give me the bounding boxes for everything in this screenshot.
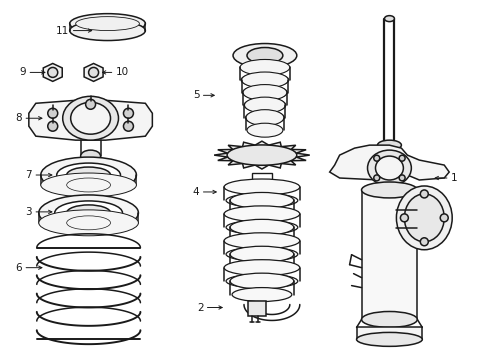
Ellipse shape <box>41 157 136 193</box>
Ellipse shape <box>229 219 293 235</box>
Circle shape <box>123 108 133 118</box>
Ellipse shape <box>224 206 299 222</box>
Ellipse shape <box>69 14 145 33</box>
Ellipse shape <box>361 182 416 198</box>
Ellipse shape <box>367 150 410 186</box>
Circle shape <box>85 99 95 109</box>
Ellipse shape <box>404 194 443 242</box>
Text: 6: 6 <box>16 263 22 273</box>
Ellipse shape <box>225 193 297 207</box>
Ellipse shape <box>225 274 297 288</box>
Ellipse shape <box>229 246 293 262</box>
Text: 5: 5 <box>192 90 199 100</box>
Ellipse shape <box>243 85 286 100</box>
Ellipse shape <box>69 21 145 41</box>
Ellipse shape <box>226 145 296 165</box>
Ellipse shape <box>224 260 299 276</box>
Circle shape <box>88 67 99 77</box>
Ellipse shape <box>246 48 282 63</box>
Ellipse shape <box>225 247 297 261</box>
Polygon shape <box>214 141 309 169</box>
Circle shape <box>373 155 379 161</box>
Ellipse shape <box>225 220 297 234</box>
Ellipse shape <box>229 193 293 208</box>
Circle shape <box>420 238 427 246</box>
Circle shape <box>48 108 58 118</box>
Ellipse shape <box>396 186 451 250</box>
Ellipse shape <box>57 163 120 187</box>
Ellipse shape <box>232 288 291 302</box>
Text: 4: 4 <box>192 187 199 197</box>
Ellipse shape <box>81 150 101 162</box>
Circle shape <box>398 175 404 181</box>
Circle shape <box>439 214 447 222</box>
Ellipse shape <box>361 311 416 328</box>
Ellipse shape <box>224 233 299 249</box>
Ellipse shape <box>244 98 285 112</box>
Circle shape <box>373 175 379 181</box>
Ellipse shape <box>233 44 296 67</box>
Ellipse shape <box>41 173 136 197</box>
Ellipse shape <box>246 123 282 137</box>
Ellipse shape <box>244 97 285 113</box>
Text: 1: 1 <box>450 173 457 183</box>
Text: 2: 2 <box>197 302 203 312</box>
Polygon shape <box>29 100 152 140</box>
Text: 8: 8 <box>16 113 22 123</box>
Ellipse shape <box>240 59 289 75</box>
Ellipse shape <box>229 273 293 289</box>
Ellipse shape <box>39 210 138 236</box>
Polygon shape <box>43 63 62 81</box>
Ellipse shape <box>241 73 288 87</box>
Text: 7: 7 <box>25 170 32 180</box>
Ellipse shape <box>245 111 284 125</box>
Ellipse shape <box>377 140 401 150</box>
Ellipse shape <box>375 156 403 180</box>
Polygon shape <box>356 328 422 339</box>
Circle shape <box>420 190 427 198</box>
Ellipse shape <box>66 216 110 230</box>
Ellipse shape <box>76 17 139 31</box>
Ellipse shape <box>66 178 110 192</box>
Circle shape <box>398 155 404 161</box>
Ellipse shape <box>245 110 283 126</box>
Ellipse shape <box>66 167 110 183</box>
Circle shape <box>123 121 133 131</box>
Ellipse shape <box>232 207 291 221</box>
Polygon shape <box>361 190 416 319</box>
Text: 3: 3 <box>25 207 32 217</box>
Circle shape <box>48 121 58 131</box>
Ellipse shape <box>71 102 110 134</box>
Text: 11: 11 <box>56 26 69 36</box>
Ellipse shape <box>62 96 118 140</box>
Polygon shape <box>84 63 103 81</box>
Circle shape <box>48 67 58 77</box>
Circle shape <box>400 214 407 222</box>
Polygon shape <box>247 301 265 316</box>
Ellipse shape <box>39 195 138 231</box>
Text: 10: 10 <box>116 67 129 77</box>
Text: 9: 9 <box>20 67 26 77</box>
Polygon shape <box>329 145 448 190</box>
Ellipse shape <box>224 179 299 195</box>
Ellipse shape <box>356 332 422 346</box>
Ellipse shape <box>66 205 110 221</box>
Ellipse shape <box>241 72 288 88</box>
Ellipse shape <box>242 86 287 99</box>
Ellipse shape <box>55 201 122 225</box>
Ellipse shape <box>384 15 394 22</box>
Ellipse shape <box>232 234 291 248</box>
Ellipse shape <box>232 261 291 275</box>
